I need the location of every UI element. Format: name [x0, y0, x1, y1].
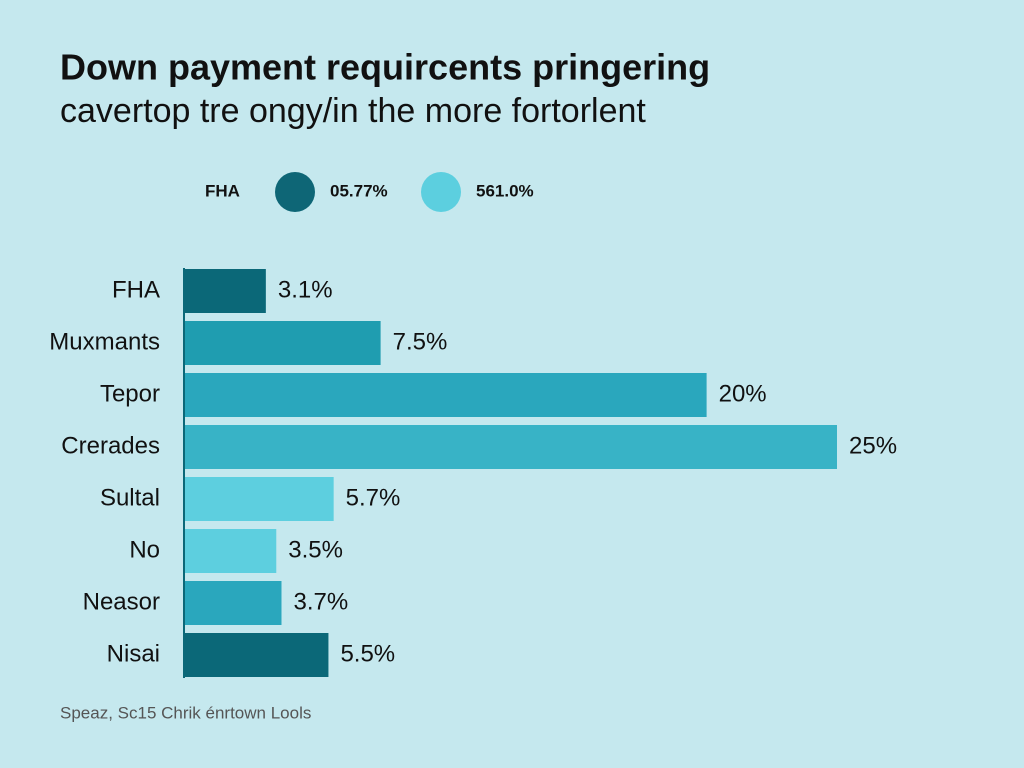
category-label: Tepor [100, 380, 160, 407]
chart-title: Down payment requircents pringering [60, 47, 710, 88]
value-label: 5.7% [346, 484, 401, 511]
value-label: 7.5% [393, 328, 448, 355]
bar [185, 425, 837, 469]
legend-swatch [421, 172, 461, 212]
legend-title: FHA [205, 181, 240, 200]
source-note: Speaz, Sc15 Chrik énrtown Lools [60, 703, 311, 722]
category-label: Neasor [83, 588, 160, 615]
legend-swatch [275, 172, 315, 212]
bar [185, 581, 282, 625]
category-label: Muxmants [49, 328, 160, 355]
value-label: 5.5% [340, 640, 395, 667]
bar [185, 269, 266, 313]
category-label: Nisai [107, 640, 160, 667]
bar [185, 529, 277, 573]
value-label: 25% [849, 432, 897, 459]
chart-subtitle: cavertop tre ongy/in the more fortorlent [60, 92, 646, 130]
bar [185, 373, 707, 417]
value-label: 3.1% [278, 276, 333, 303]
legend-label: 05.77% [330, 181, 388, 200]
category-label: No [129, 536, 160, 563]
category-label: FHA [112, 276, 160, 303]
value-label: 3.7% [293, 588, 348, 615]
value-label: 20% [719, 380, 767, 407]
bar [185, 633, 329, 677]
category-label: Sultal [100, 484, 160, 511]
category-label: Crerades [61, 432, 160, 459]
bar [185, 477, 334, 521]
value-label: 3.5% [288, 536, 343, 563]
legend-label: 561.0% [476, 181, 534, 200]
bar [185, 321, 381, 365]
